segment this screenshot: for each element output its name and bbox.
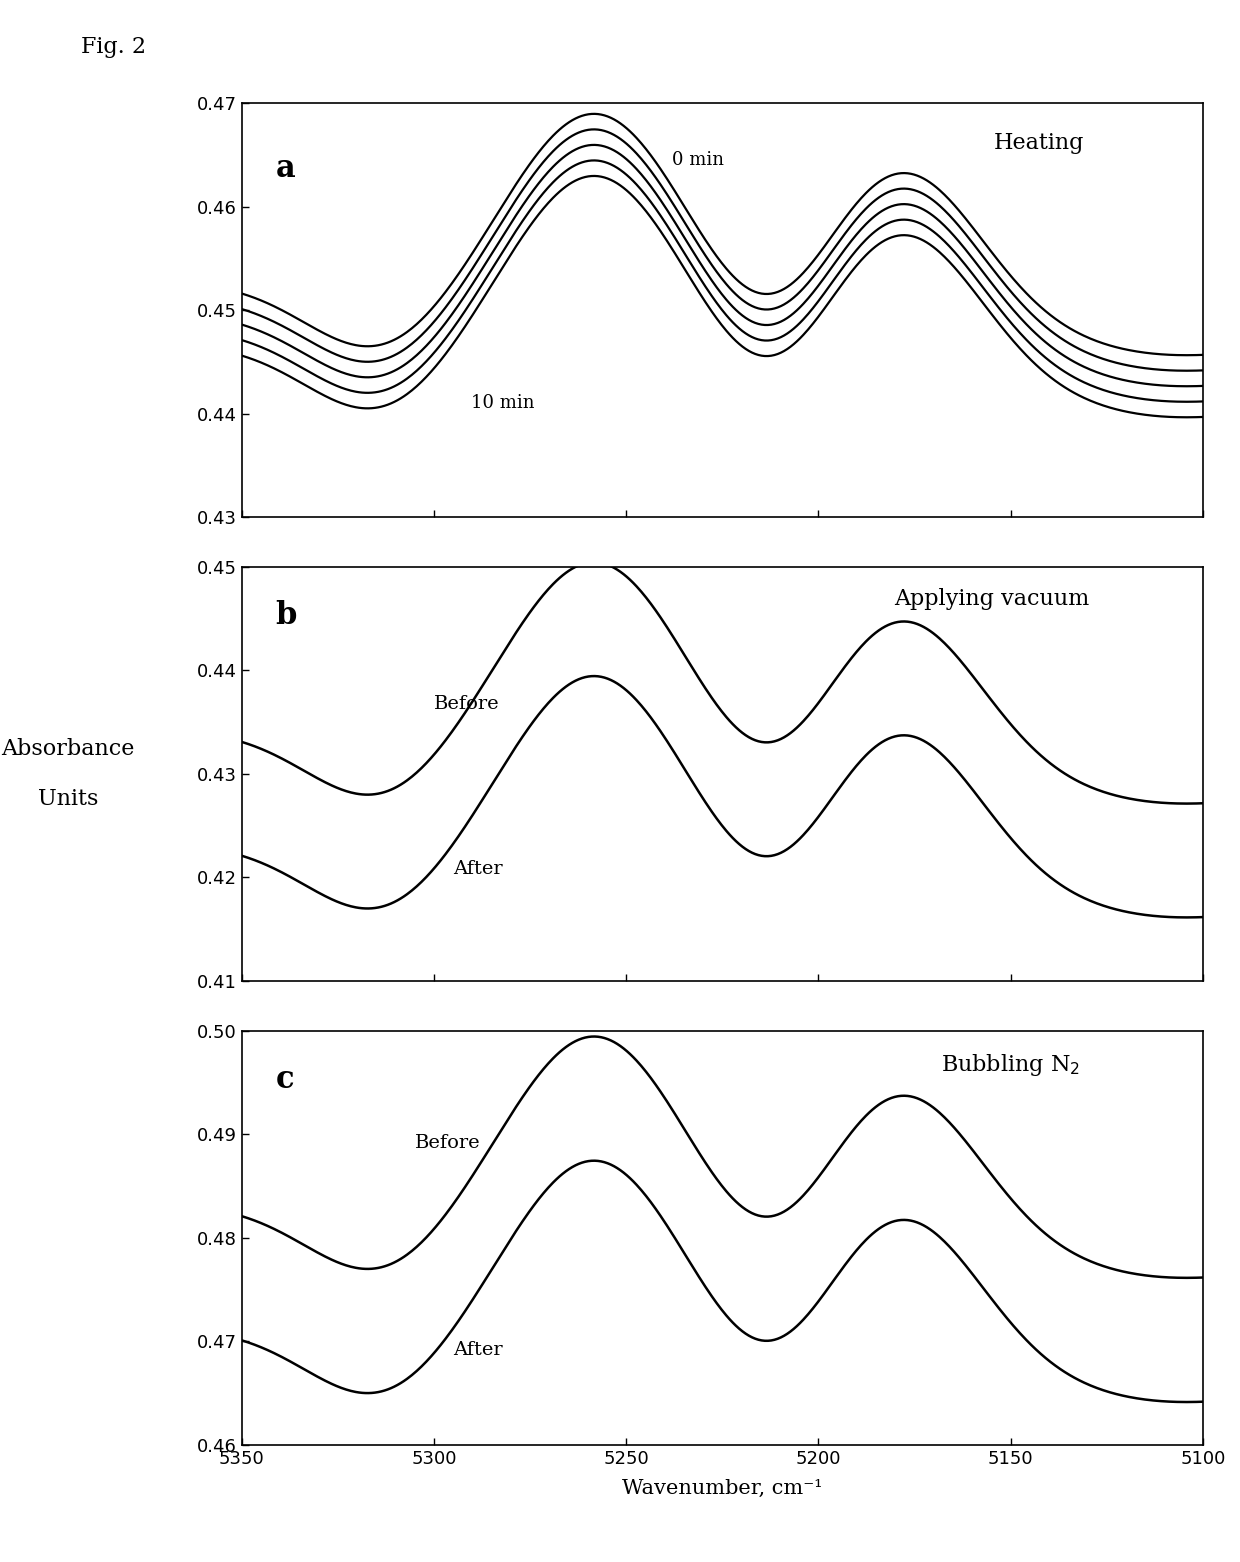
- Text: Absorbance

Units: Absorbance Units: [1, 737, 135, 811]
- Text: Fig. 2: Fig. 2: [81, 36, 145, 58]
- Text: 10 min: 10 min: [471, 394, 534, 412]
- Text: Bubbling N$_2$: Bubbling N$_2$: [941, 1051, 1080, 1078]
- Text: 0 min: 0 min: [672, 152, 724, 169]
- Text: Applying vacuum: Applying vacuum: [894, 587, 1089, 609]
- Text: b: b: [275, 600, 296, 631]
- Text: Before: Before: [434, 695, 500, 712]
- Text: Heating: Heating: [994, 133, 1085, 155]
- Text: Before: Before: [414, 1134, 480, 1151]
- Text: After: After: [454, 1340, 503, 1359]
- Text: c: c: [275, 1064, 294, 1095]
- X-axis label: Wavenumber, cm⁻¹: Wavenumber, cm⁻¹: [622, 1479, 822, 1498]
- Text: a: a: [275, 153, 295, 184]
- Text: After: After: [454, 861, 503, 878]
